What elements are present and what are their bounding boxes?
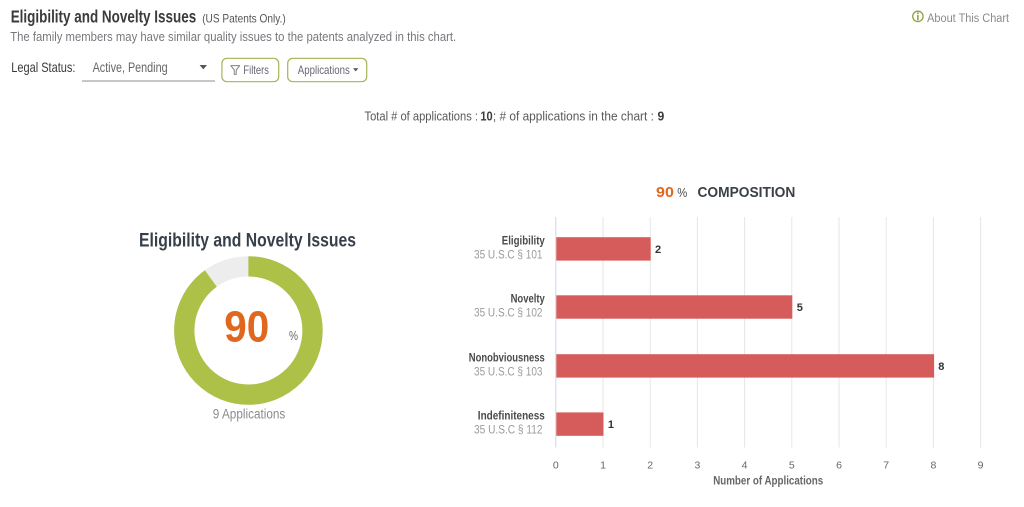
svg-text:Applications: Applications (298, 63, 350, 77)
svg-text:4: 4 (742, 459, 748, 471)
svg-text:Filters: Filters (243, 63, 269, 77)
svg-text:35 U.S.C § 103: 35 U.S.C § 103 (474, 367, 543, 379)
svg-text:Eligibility: Eligibility (502, 235, 546, 247)
svg-text:About This Chart: About This Chart (927, 13, 1010, 25)
svg-text:5: 5 (797, 302, 803, 314)
svg-text:9: 9 (658, 109, 665, 124)
svg-text:Eligibility and Novelty Issues: Eligibility and Novelty Issues (11, 7, 197, 27)
svg-text:Total # of applications :: Total # of applications : (365, 109, 479, 124)
svg-text:35 U.S.C § 112: 35 U.S.C § 112 (474, 425, 543, 437)
svg-text:Active, Pending: Active, Pending (93, 59, 168, 75)
svg-text:1: 1 (608, 419, 614, 431)
svg-text:COMPOSITION: COMPOSITION (698, 185, 796, 201)
svg-text:Legal Status:: Legal Status: (11, 59, 75, 75)
svg-text:Eligibility and Novelty Issues: Eligibility and Novelty Issues (139, 230, 356, 252)
svg-text:9 Applications: 9 Applications (213, 407, 286, 422)
svg-text:90: 90 (656, 184, 674, 201)
svg-text:2: 2 (647, 459, 653, 471)
svg-text:; # of applications in the cha: ; # of applications in the chart : (493, 109, 654, 124)
svg-text:8: 8 (930, 459, 936, 471)
svg-text:9: 9 (978, 459, 984, 471)
svg-text:10: 10 (480, 109, 492, 124)
svg-text:6: 6 (836, 459, 842, 471)
svg-text:7: 7 (883, 459, 889, 471)
svg-text:1: 1 (600, 459, 606, 471)
svg-text:Novelty: Novelty (511, 293, 546, 305)
svg-text:2: 2 (655, 244, 661, 256)
svg-text:35 U.S.C § 102: 35 U.S.C § 102 (474, 308, 543, 320)
svg-text:0: 0 (553, 459, 559, 471)
svg-text:The family members may have si: The family members may have similar qual… (10, 29, 456, 44)
svg-text:Number of Applications: Number of Applications (713, 475, 823, 487)
svg-text:3: 3 (694, 459, 700, 471)
svg-text:%: % (677, 185, 687, 200)
svg-text:%: % (289, 328, 298, 343)
svg-text:8: 8 (938, 361, 944, 373)
svg-text:(US Patents Only.): (US Patents Only.) (202, 11, 286, 25)
svg-text:5: 5 (789, 459, 795, 471)
svg-text:90: 90 (224, 303, 269, 351)
svg-text:35 U.S.C § 101: 35 U.S.C § 101 (474, 249, 543, 261)
svg-text:Nonobviousness: Nonobviousness (469, 352, 545, 364)
svg-text:Indefiniteness: Indefiniteness (478, 411, 545, 423)
